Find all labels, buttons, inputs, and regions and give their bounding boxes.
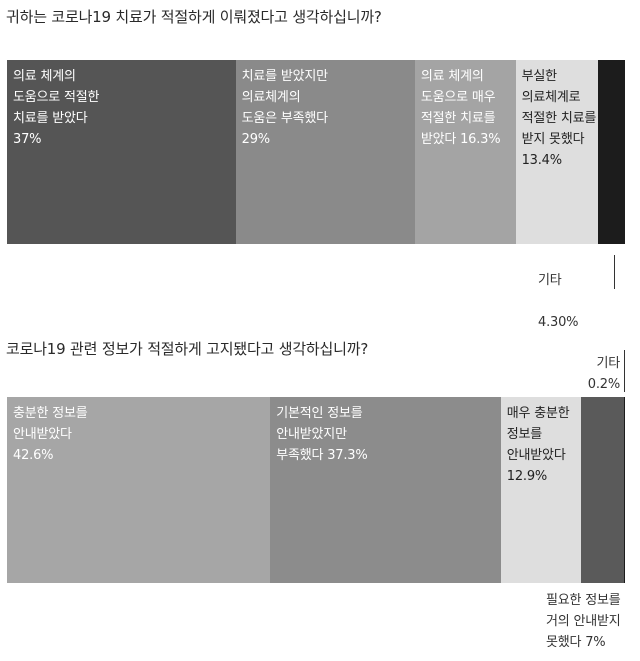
chart2-segment-1-label: 충분한 정보를 안내받았다 42.6% bbox=[13, 406, 88, 463]
chart1-segment-1: 의료 체계의 도움으로 적절한 치료를 받았다 37% bbox=[7, 60, 236, 244]
chart2-segment-3: 매우 충분한 정보를 안내받았다 12.9% bbox=[500, 397, 581, 583]
chart2-segment-4 bbox=[580, 397, 624, 583]
chart2-segment-3-label: 매우 충분한 정보를 안내받았다 12.9% bbox=[506, 406, 570, 484]
chart2-bar: 충분한 정보를 안내받았다 42.6% 기본적인 정보를 안내받았지만 부족했다 … bbox=[7, 397, 625, 583]
chart1-other-label: 기타 4.30% bbox=[538, 273, 579, 330]
chart1-title: 귀하는 코로나19 치료가 적절하게 이뤄졌다고 생각하십니까? bbox=[6, 8, 382, 26]
chart2-other-label: 기타 0.2% bbox=[587, 356, 620, 392]
chart1-segment-3-label: 의료 체계의 도움으로 매우 적절한 치료를 받았다 16.3% bbox=[420, 69, 501, 147]
chart1-bar: 의료 체계의 도움으로 적절한 치료를 받았다 37% 치료를 받았지만 의료체계… bbox=[7, 60, 625, 244]
chart1-segment-4: 부실한 의료체계로 적절한 치료를 받지 못했다 13.4% bbox=[515, 60, 599, 244]
chart2-segment-1: 충분한 정보를 안내받았다 42.6% bbox=[7, 397, 271, 583]
chart2-segment-2-label: 기본적인 정보를 안내받았지만 부족했다 37.3% bbox=[276, 406, 368, 463]
chart1-segment-4-label: 부실한 의료체계로 적절한 치료를 받지 못했다 13.4% bbox=[521, 69, 597, 168]
chart1-segment-3: 의료 체계의 도움으로 매우 적절한 치료를 받았다 16.3% bbox=[414, 60, 516, 244]
chart2-segment-5 bbox=[623, 397, 625, 583]
chart2-title: 코로나19 관련 정보가 적절하게 고지됐다고 생각하십니까? bbox=[6, 340, 369, 358]
chart1-segment-5 bbox=[598, 60, 625, 244]
chart2-insufficient-label: 필요한 정보를 거의 안내받지 못했다 7% bbox=[546, 593, 621, 650]
chart2-segment-2: 기본적인 정보를 안내받았지만 부족했다 37.3% bbox=[270, 397, 501, 583]
chart1-other-leader bbox=[614, 255, 615, 289]
chart1-segment-2: 치료를 받았지만 의료체계의 도움은 부족했다 29% bbox=[235, 60, 415, 244]
chart1-segment-2-label: 치료를 받았지만 의료체계의 도움은 부족했다 29% bbox=[241, 69, 328, 147]
chart1-segment-1-label: 의료 체계의 도움으로 적절한 치료를 받았다 37% bbox=[13, 69, 100, 147]
chart2-other-leader bbox=[624, 350, 625, 392]
